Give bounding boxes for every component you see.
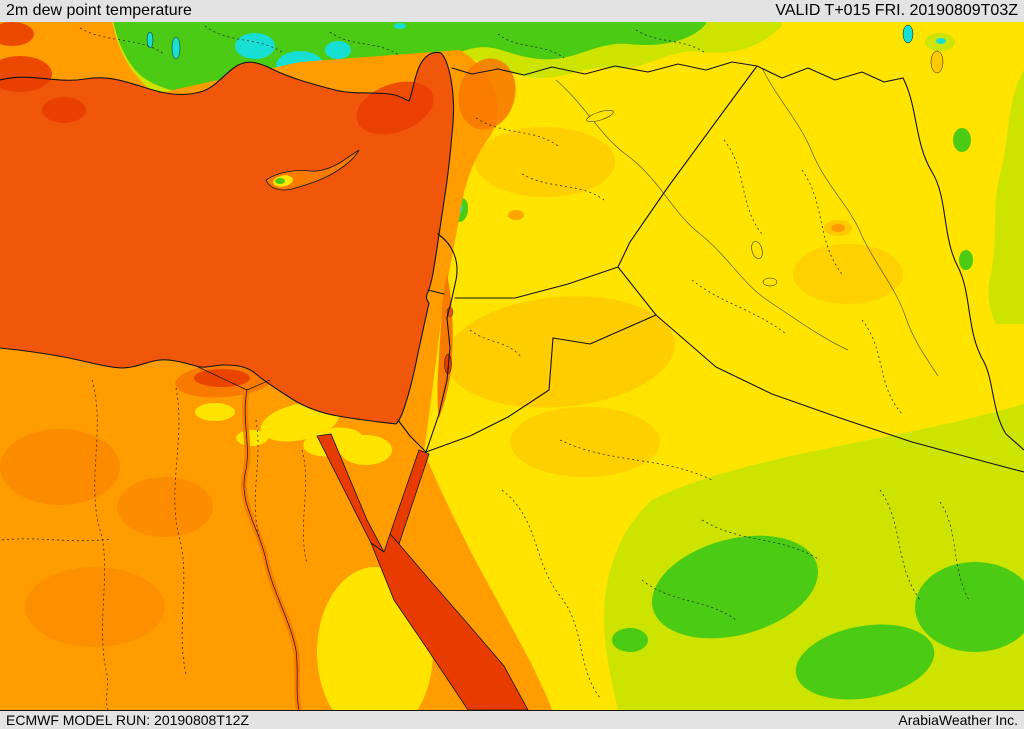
region-amber-syria (475, 127, 615, 197)
lake-urmia (930, 50, 944, 74)
admin-boundary-turkey-5 (635, 29, 705, 53)
region-top-cyan-dot-1 (394, 23, 406, 29)
region-yellow-delta-west (195, 403, 235, 421)
valid-time: VALID T+015 FRI. 20190809T03Z (775, 2, 1018, 19)
admin-boundary-turkey-2 (204, 25, 283, 53)
border-israel-lebanon (427, 289, 445, 295)
admin-boundary-jordan-1 (469, 329, 523, 359)
admin-boundary-saudi-6 (939, 501, 971, 603)
border-jordan-river-arava (425, 297, 453, 453)
header-bar: 2m dew point temperature VALID T+015 FRI… (0, 0, 1024, 22)
coastline-mediterranean (0, 51, 455, 425)
region-amber-north-saudi (510, 407, 660, 477)
region-sea-red-core-3 (0, 22, 34, 46)
region-orange-dot-syria (508, 210, 524, 220)
border-iraq-saudi (655, 314, 1024, 473)
river-euphrates (555, 79, 849, 351)
border-syria-iraq (617, 65, 758, 268)
admin-boundary-iraq-3 (691, 279, 787, 335)
map-area (0, 22, 1024, 710)
region-amber-jordan (445, 296, 675, 408)
model-run-label: ECMWF MODEL RUN: 20190808T12Z (6, 712, 249, 728)
admin-boundary-syria-1 (475, 117, 559, 147)
admin-boundary-egypt-3 (174, 387, 187, 675)
border-jordan-saudi (425, 314, 657, 453)
river-nile (243, 389, 300, 710)
border-jordan-iraq (617, 266, 657, 316)
border-syria-jordan (454, 266, 619, 299)
admin-boundary-turkey-3 (329, 31, 401, 57)
admin-boundary-egypt-1 (91, 379, 109, 710)
product-title: 2m dew point temperature (6, 2, 192, 19)
lake-turkey-2 (146, 31, 154, 49)
region-egypt-deep-2 (117, 477, 213, 537)
region-turkey-cyan-3 (325, 41, 351, 59)
region-yellow-cairo (236, 430, 268, 446)
region-egypt-deep-3 (25, 567, 165, 647)
region-mediterranean-sea (0, 52, 454, 424)
admin-boundary-iraq-4 (861, 319, 903, 415)
region-sea-red-core-1 (0, 56, 52, 92)
admin-boundary-iraq-2 (801, 169, 843, 275)
region-cyprus-green-dot (275, 178, 285, 184)
region-sea-red-core-2 (42, 97, 86, 123)
lake-tharthar (751, 240, 763, 260)
lake-turkey-east (902, 24, 914, 44)
lake-assad (586, 109, 614, 123)
region-amber-east-iraq (793, 244, 903, 304)
region-red-sea (370, 533, 529, 710)
attribution-label: ArabiaWeather Inc. (898, 712, 1018, 728)
border-iran-iraq (902, 77, 1024, 451)
river-nile-delta-branch-west (195, 365, 248, 391)
region-egypt-deep-1 (0, 429, 120, 505)
region-ne-cyan-dot (936, 38, 946, 44)
region-right-edge-strip (988, 70, 1024, 324)
border-turkey-south (451, 61, 904, 83)
border-israel-egypt (397, 419, 427, 453)
region-se-green-cell-4 (612, 628, 648, 652)
border-lebanon-syria (437, 233, 458, 299)
region-turkey-cyan-1 (235, 33, 275, 59)
admin-boundary-turkey-4 (497, 33, 565, 59)
admin-boundary-egypt-5 (301, 449, 308, 565)
region-se-green-cell-1 (651, 535, 819, 639)
admin-boundary-egypt-2 (1, 538, 113, 542)
region-gulf-of-suez (316, 433, 385, 553)
admin-boundary-saudi-3 (701, 519, 821, 561)
river-nile-delta-branch-east (246, 379, 271, 391)
region-top-green-dot-2 (565, 22, 585, 31)
region-se-green-cell-2 (795, 624, 935, 700)
region-yellow-north-sinai-2 (340, 435, 392, 465)
region-nw-syria-plume (458, 58, 516, 130)
weather-map-svg (0, 22, 1024, 710)
region-right-green-dot-1 (953, 128, 971, 152)
admin-boundary-iraq-1 (723, 139, 763, 235)
region-right-green-dot-2 (959, 250, 973, 270)
admin-boundary-saudi-5 (641, 579, 737, 621)
region-se-green-cell-3 (915, 562, 1024, 652)
river-tigris (761, 67, 939, 377)
region-orange-dot-east (831, 224, 845, 232)
lake-habbaniyah (762, 277, 778, 287)
region-sea-red-core-cilicia (356, 81, 434, 135)
lake-turkey-1 (171, 36, 181, 60)
footer-bar: ECMWF MODEL RUN: 20190808T12Z ArabiaWeat… (0, 710, 1024, 729)
